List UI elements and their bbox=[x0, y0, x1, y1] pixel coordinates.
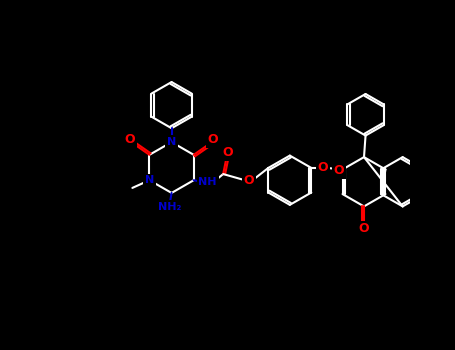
Text: O: O bbox=[359, 222, 369, 235]
Text: O: O bbox=[222, 146, 233, 159]
Text: O: O bbox=[208, 133, 218, 146]
Text: N: N bbox=[167, 137, 176, 147]
Text: O: O bbox=[318, 161, 328, 174]
Text: O: O bbox=[125, 133, 136, 146]
Text: O: O bbox=[334, 164, 344, 177]
Text: NH: NH bbox=[198, 177, 217, 187]
Text: NH₂: NH₂ bbox=[158, 202, 182, 212]
Text: N: N bbox=[145, 175, 154, 185]
Text: O: O bbox=[243, 174, 254, 187]
